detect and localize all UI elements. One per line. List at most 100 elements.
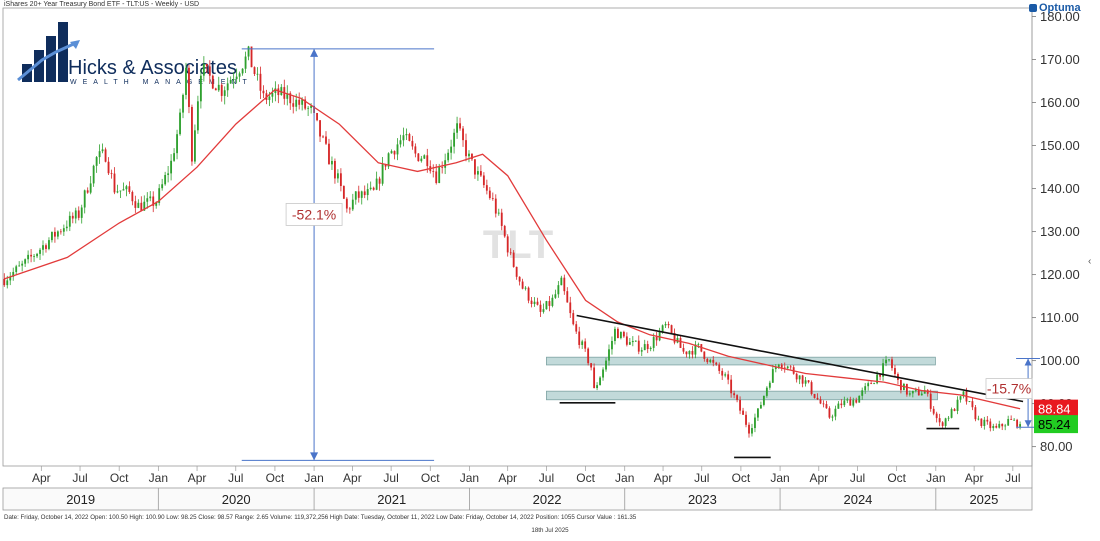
candle-body — [503, 225, 506, 237]
candle-body — [51, 231, 53, 241]
candle-body — [768, 382, 771, 388]
candle — [581, 339, 584, 349]
candle-body — [280, 87, 283, 96]
price-tick-label: 110.00 — [1040, 310, 1079, 325]
candle-body — [736, 395, 739, 400]
candle — [667, 321, 670, 329]
candle — [131, 190, 134, 206]
company-logo: Hicks & Associates WEALTH MANAGEMENT — [17, 22, 253, 86]
candle-body — [238, 73, 241, 77]
candle — [757, 408, 759, 422]
logo-name: Hicks & Associates — [68, 57, 237, 79]
candle-body — [858, 395, 861, 403]
candle-body — [441, 167, 444, 168]
candle — [336, 169, 339, 183]
candle — [286, 85, 289, 106]
candle-body — [920, 393, 923, 396]
candle — [65, 220, 68, 232]
month-tick-label: Jul — [850, 471, 865, 485]
candle-body — [974, 407, 977, 420]
candle — [748, 422, 750, 438]
month-tick-label: Apr — [188, 471, 207, 485]
candle-body — [649, 347, 652, 350]
month-tick-label: Jul — [1005, 471, 1020, 485]
candle-body — [3, 278, 6, 286]
candle-body — [876, 374, 879, 384]
candle-body — [12, 271, 15, 277]
candle — [852, 397, 855, 408]
candle-body — [959, 396, 962, 400]
candle-body — [259, 73, 262, 91]
logo-tagline: WEALTH MANAGEMENT — [70, 79, 253, 86]
candle — [560, 275, 563, 286]
candle — [146, 192, 149, 209]
candle-body — [685, 351, 688, 355]
candle — [33, 254, 35, 262]
candle — [256, 67, 259, 81]
candle — [962, 390, 965, 399]
candle-body — [819, 399, 822, 404]
candle — [482, 172, 485, 188]
candle — [232, 72, 235, 89]
candle — [646, 340, 649, 354]
ma-value-label: 88.84 — [1038, 402, 1071, 417]
candle-body — [631, 341, 634, 343]
candle — [730, 374, 733, 398]
candle-body — [810, 382, 813, 394]
panel-collapse-icon[interactable]: ‹ — [1088, 256, 1092, 267]
candle — [188, 64, 190, 114]
candle-body — [539, 304, 542, 312]
candle-body — [634, 340, 637, 342]
candle — [819, 396, 822, 405]
candle — [474, 159, 476, 179]
month-tick-label: Apr — [498, 471, 517, 485]
candle — [929, 389, 932, 412]
candle — [372, 186, 375, 191]
candle — [703, 351, 706, 362]
candle-body — [759, 404, 762, 409]
candle-body — [336, 173, 339, 179]
candle — [164, 171, 167, 186]
month-tick-label: Jan — [770, 471, 789, 485]
candle-body — [316, 112, 318, 121]
candle — [238, 71, 241, 82]
price-tick-label: 100.00 — [1040, 353, 1080, 368]
candle-body — [36, 253, 38, 257]
year-band — [2, 487, 1033, 511]
candle — [810, 380, 813, 396]
drawdown-arrow-down — [310, 452, 319, 461]
candle — [709, 358, 712, 364]
candle — [619, 331, 622, 340]
candle — [48, 237, 50, 251]
candle — [911, 390, 914, 398]
candle — [512, 250, 515, 268]
candle-body — [146, 198, 149, 202]
candle-body — [658, 331, 661, 341]
candle-body — [214, 88, 217, 91]
candle-body — [122, 189, 125, 191]
candle-body — [873, 383, 876, 385]
candle-body — [125, 186, 128, 190]
price-tick-label: 130.00 — [1040, 224, 1080, 239]
candle-body — [825, 404, 828, 409]
candle-body — [462, 128, 464, 141]
candle — [914, 387, 917, 393]
candle-body — [762, 395, 765, 405]
candle-body — [911, 390, 914, 394]
candle-body — [39, 249, 41, 254]
candle-body — [331, 160, 333, 165]
candle-body — [870, 383, 873, 384]
candle-body — [68, 215, 71, 227]
candle — [274, 81, 277, 102]
candle — [959, 395, 962, 403]
candle — [706, 357, 709, 364]
moving-average-layer — [4, 88, 1021, 410]
candle — [783, 362, 786, 373]
candle-body — [1001, 423, 1004, 427]
candle — [879, 374, 881, 381]
moving-average-line — [4, 88, 1021, 410]
month-tick-label: Oct — [110, 471, 129, 485]
candle-body — [938, 418, 941, 423]
candle-body — [798, 375, 801, 380]
